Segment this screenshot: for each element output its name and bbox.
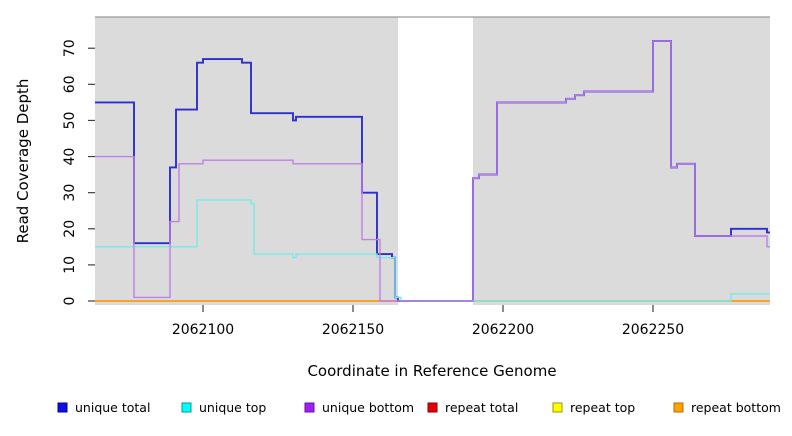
y-tick-label: 70 xyxy=(62,39,78,57)
series-line-unique-bottom xyxy=(95,40,770,302)
x-tick-label: 2062250 xyxy=(622,322,684,338)
legend-swatch-unique-top xyxy=(181,402,192,413)
x-axis-title: Coordinate in Reference Genome xyxy=(307,362,556,380)
legend-item-unique-top: unique top xyxy=(181,400,266,415)
y-tick-label: 50 xyxy=(62,112,78,130)
legend: unique total unique top unique bottom repea… xyxy=(57,400,781,415)
series-layer xyxy=(95,40,770,302)
legend-label: unique bottom xyxy=(322,400,414,415)
y-tick-label: 60 xyxy=(62,75,78,93)
legend-swatch-unique-total xyxy=(57,402,68,413)
legend-item-unique-total: unique total xyxy=(57,400,150,415)
x-tick-label: 2062100 xyxy=(172,322,234,338)
x-tick-label: 2062150 xyxy=(322,322,384,338)
coverage-gap-region xyxy=(398,17,473,305)
x-tick-label: 2062200 xyxy=(472,322,534,338)
y-tick-label: 40 xyxy=(62,148,78,166)
legend-swatch-repeat-top xyxy=(552,402,563,413)
y-tick-label: 30 xyxy=(62,184,78,202)
legend-swatch-repeat-total xyxy=(427,402,438,413)
legend-item-repeat-total: repeat total xyxy=(427,400,518,415)
legend-label: unique top xyxy=(199,400,266,415)
legend-item-unique-bottom: unique bottom xyxy=(304,400,414,415)
y-tick-label: 20 xyxy=(62,220,78,238)
legend-swatch-repeat-bottom xyxy=(673,402,684,413)
legend-label: repeat top xyxy=(570,400,635,415)
plot-background-layer xyxy=(95,16,770,305)
legend-label: unique total xyxy=(75,400,150,415)
y-tick-label: 0 xyxy=(62,297,78,306)
legend-item-repeat-top: repeat top xyxy=(552,400,635,415)
legend-swatch-unique-bottom xyxy=(304,402,315,413)
legend-label: repeat total xyxy=(445,400,518,415)
y-tick-label: 10 xyxy=(62,256,78,274)
legend-label: repeat bottom xyxy=(691,400,781,415)
y-axis-title: Read Coverage Depth xyxy=(14,79,32,244)
axes-layer: 0 10 20 30 40 50 60 70 2062100 2062150 2062200 2062… xyxy=(62,39,684,338)
legend-item-repeat-bottom: repeat bottom xyxy=(673,400,781,415)
